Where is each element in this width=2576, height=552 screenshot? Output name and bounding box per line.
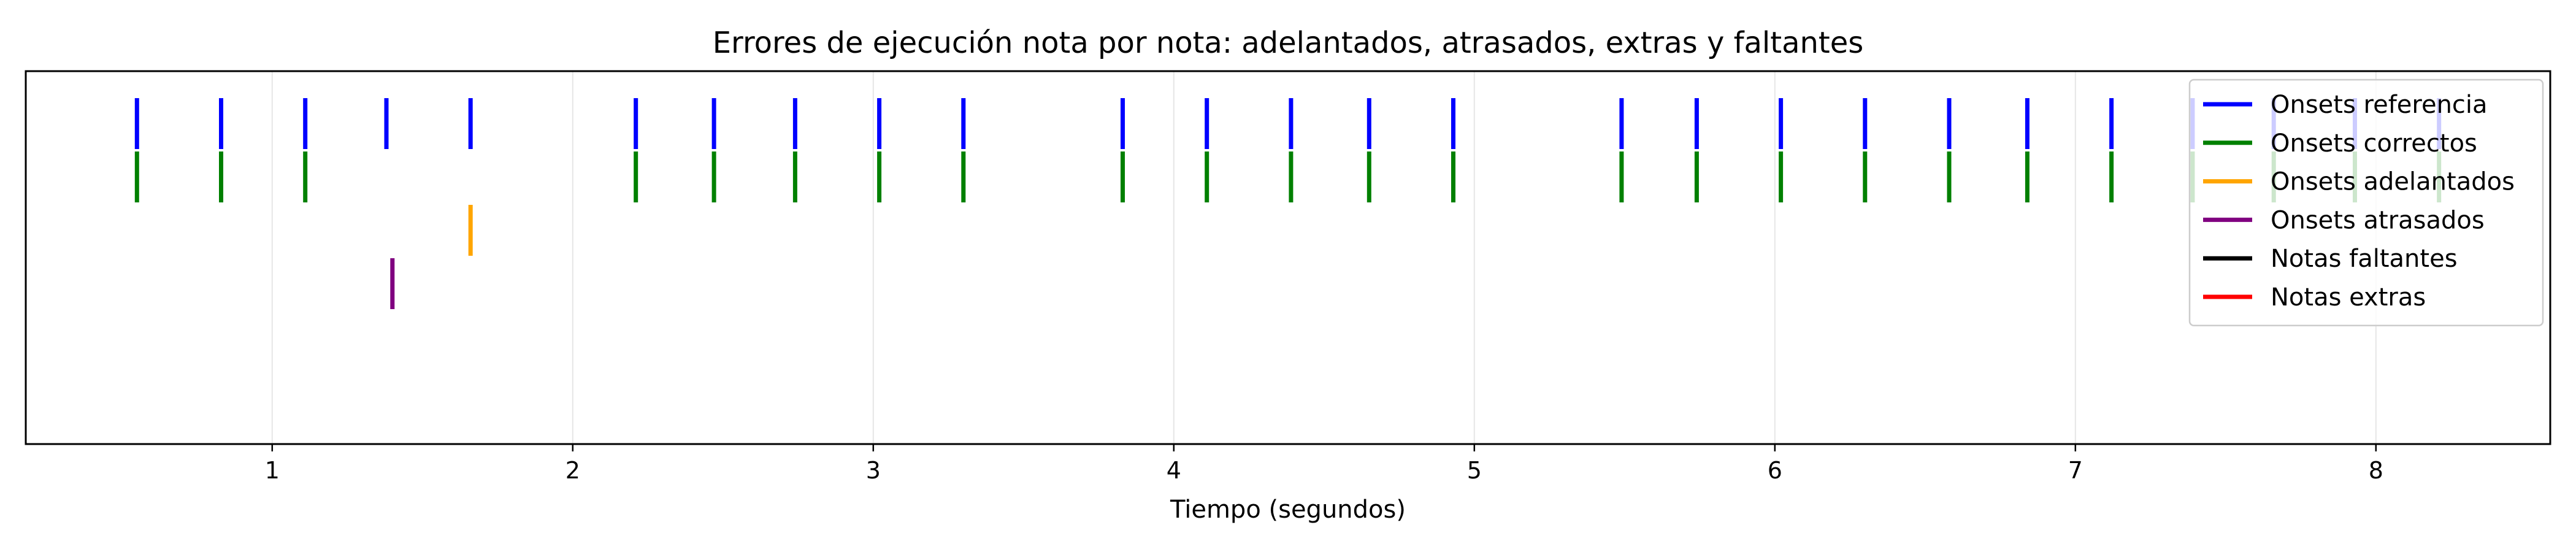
plot-frame <box>25 70 2551 445</box>
legend-label: Onsets correctos <box>2271 129 2477 158</box>
x-axis-title: Tiempo (segundos) <box>1170 496 1406 524</box>
x-tick-label: 1 <box>265 457 280 484</box>
legend-label: Onsets referencia <box>2271 91 2488 119</box>
plot-area <box>26 71 2550 444</box>
legend-label: Notas faltantes <box>2271 245 2458 273</box>
x-tick-label: 8 <box>2369 457 2383 484</box>
x-tick-label: 6 <box>1768 457 1782 484</box>
legend-box <box>2188 79 2544 327</box>
legend-label: Onsets atrasados <box>2271 206 2485 234</box>
x-tick-label: 7 <box>2068 457 2083 484</box>
legend-label: Onsets adelantados <box>2271 168 2515 196</box>
legend: Onsets referencia Onsets correctos Onsets … <box>2188 79 2544 327</box>
x-tick-label: 3 <box>866 457 881 484</box>
chart-title: Errores de ejecución nota por nota: adel… <box>713 26 1864 60</box>
x-tick-label: 4 <box>1167 457 1181 484</box>
x-axis: 1 2 3 4 5 6 7 8 <box>265 444 2383 484</box>
x-tick-label: 2 <box>565 457 580 484</box>
legend-label: Notas extras <box>2271 283 2426 312</box>
x-tick-label: 5 <box>1467 457 1482 484</box>
